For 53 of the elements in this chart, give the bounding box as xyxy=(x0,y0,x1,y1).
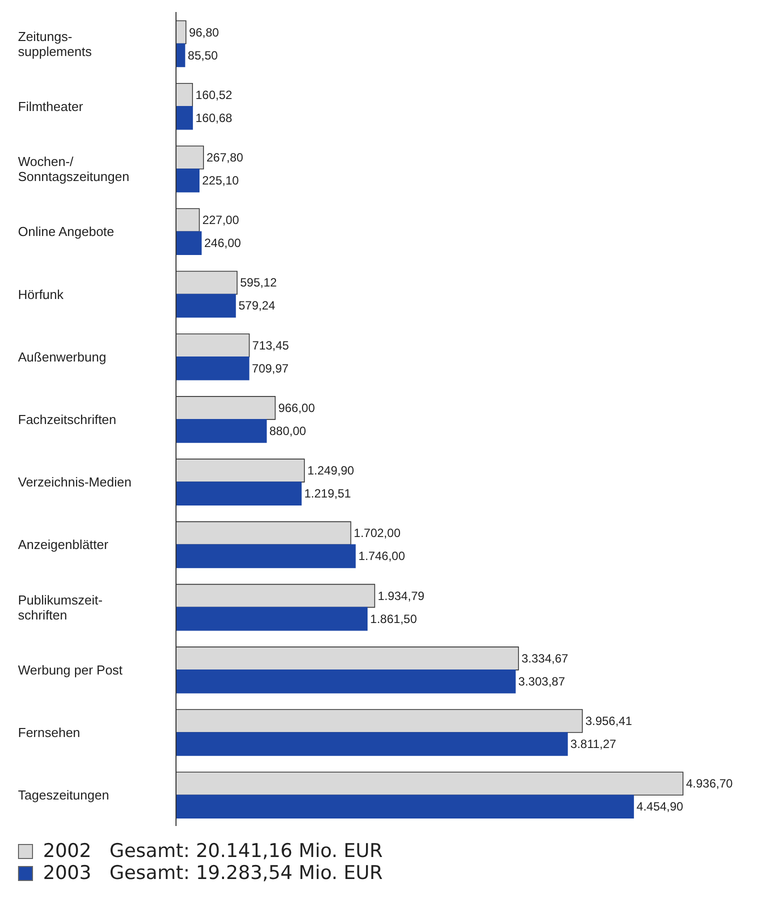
bar xyxy=(176,231,202,256)
y-tick-label: Fernsehen xyxy=(18,724,80,740)
data-label: 160,68 xyxy=(196,110,233,125)
data-label: 4.454,90 xyxy=(636,800,684,814)
data-label: 246,00 xyxy=(204,236,242,250)
data-label: 160,52 xyxy=(195,88,233,102)
y-tick-label: Tageszeitungen xyxy=(18,787,110,802)
y-tick-label: Filmtheater xyxy=(18,98,84,114)
y-tick-label: Hörfunk xyxy=(18,286,64,302)
y-tick-label: Wochen-/ Sonntagszeitungen xyxy=(18,154,130,184)
data-label: 1.861,50 xyxy=(370,612,418,626)
data-label: 1.746,00 xyxy=(358,549,406,564)
data-label: 713,45 xyxy=(252,338,290,352)
y-tick-label: Publikumszeit- schriften xyxy=(18,592,103,622)
y-tick-label: Außenwerbung xyxy=(18,348,106,364)
bar xyxy=(176,482,302,506)
data-label: 267,80 xyxy=(206,150,244,164)
data-label: 225,10 xyxy=(202,173,240,188)
data-label: 1.934,79 xyxy=(378,588,425,603)
bar xyxy=(176,106,193,130)
data-label: 880,00 xyxy=(269,424,306,438)
bar xyxy=(176,794,634,819)
y-tick-label: Verzeichnis-Medien xyxy=(18,474,132,490)
y-tick-label: Werbung per Post xyxy=(18,662,123,677)
data-label: 3.956,41 xyxy=(585,714,632,728)
data-label: 709,97 xyxy=(252,361,289,376)
data-label: 3.811,27 xyxy=(570,737,617,752)
data-label: 579,24 xyxy=(238,298,276,313)
data-label: 1.219,51 xyxy=(304,486,352,501)
y-tick-label: Zeitungs- supplements xyxy=(18,28,92,58)
data-label: 1.702,00 xyxy=(354,526,401,540)
data-label: 227,00 xyxy=(202,213,240,228)
bar xyxy=(176,544,356,568)
data-label: 1.249,90 xyxy=(307,464,354,478)
data-label: 966,00 xyxy=(278,400,316,415)
y-tick-label: Anzeigenblätter xyxy=(18,536,110,552)
data-label: 595,12 xyxy=(240,276,278,290)
bar xyxy=(176,168,200,192)
bar xyxy=(176,294,236,318)
y-tick-label: Fachzeitschriften xyxy=(18,412,116,426)
bar xyxy=(176,670,516,694)
data-label: 4.936,70 xyxy=(686,776,734,791)
y-tick-label: Online Angebote xyxy=(18,224,114,239)
legend-label: 2003 Gesamt: 19.283,54 Mio. EUR xyxy=(43,862,383,884)
bar xyxy=(176,606,368,631)
bar xyxy=(176,732,568,756)
data-label: 96,80 xyxy=(188,25,220,40)
legend-label: 2002 Gesamt: 20.141,16 Mio. EUR xyxy=(43,840,383,862)
data-label: 3.334,67 xyxy=(521,651,569,666)
data-label: 3.303,87 xyxy=(518,674,566,688)
data-label: 85,50 xyxy=(188,48,218,62)
bar xyxy=(176,419,267,443)
bar xyxy=(176,356,250,380)
